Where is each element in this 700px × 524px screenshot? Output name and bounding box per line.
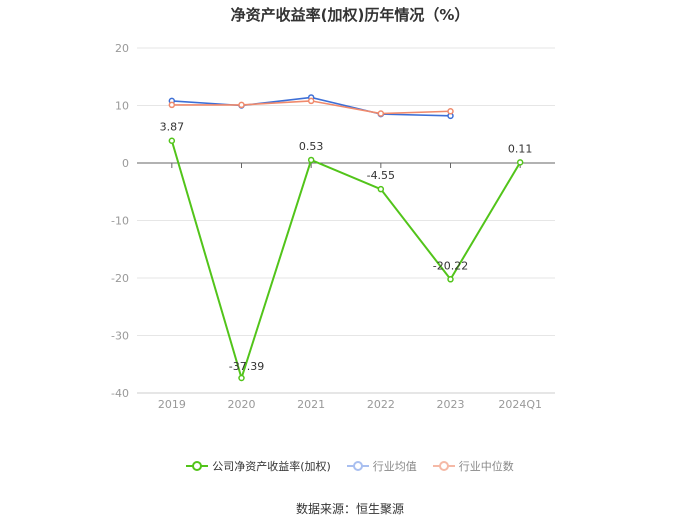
y-tick-label: -10 — [111, 215, 129, 228]
x-tick-label: 2020 — [228, 398, 256, 411]
legend: 公司净资产收益率(加权) 行业均值 行业中位数 — [0, 458, 700, 474]
x-tick-label: 2021 — [297, 398, 325, 411]
legend-line-icon — [432, 461, 455, 471]
line-chart: 20 10 0 -10 -20 -30 -40 2019 2020 2021 2022 2023 202… — [111, 42, 555, 411]
x-tick-label: 2024Q1 — [498, 398, 542, 411]
legend-line-icon — [346, 461, 369, 471]
legend-label-industry-avg: 行业均值 — [372, 460, 417, 473]
data-point — [238, 101, 245, 109]
data-point — [238, 374, 245, 382]
data-label: -4.55 — [367, 169, 395, 182]
x-tick-label: 2022 — [367, 398, 395, 411]
legend-item-industry-median[interactable]: 行业中位数 — [432, 458, 514, 474]
data-label: 3.87 — [160, 121, 185, 134]
y-tick-label: 20 — [115, 42, 129, 55]
data-labels: 3.87 -37.39 0.53 -4.55 -20.22 0.11 — [160, 121, 533, 373]
axes: 20 10 0 -10 -20 -30 -40 2019 2020 2021 2022 2023 202… — [111, 42, 555, 411]
data-point — [377, 185, 385, 193]
legend-line-icon — [186, 461, 209, 471]
data-point — [447, 276, 454, 283]
legend-label-industry-median: 行业中位数 — [458, 460, 514, 473]
legend-label-company: 公司净资产收益率(加权) — [212, 460, 331, 473]
x-tick-label: 2023 — [437, 398, 465, 411]
data-point — [447, 108, 454, 115]
y-tick-label: -30 — [111, 330, 129, 343]
y-tick-label: -40 — [111, 387, 129, 400]
data-point — [168, 137, 176, 144]
y-tick-label: 0 — [122, 157, 129, 170]
data-label: 0.11 — [508, 142, 533, 155]
data-label: -37.39 — [229, 360, 264, 373]
data-point — [168, 101, 176, 109]
data-point — [377, 110, 385, 117]
data-label: 0.53 — [299, 140, 324, 153]
data-point — [307, 156, 315, 164]
series-line-company — [170, 140, 522, 382]
data-label: -20.22 — [433, 259, 468, 272]
series-layer — [168, 94, 524, 382]
x-tick-label: 2019 — [158, 398, 186, 411]
data-point — [307, 97, 315, 105]
y-tick-label: 10 — [115, 100, 129, 113]
data-point — [516, 159, 524, 166]
legend-item-industry-avg[interactable]: 行业均值 — [346, 458, 417, 474]
legend-item-company[interactable]: 公司净资产收益率(加权) — [186, 458, 331, 474]
y-tick-label: -20 — [111, 272, 129, 285]
chart-title: 净资产收益率(加权)历年情况（%） — [230, 6, 470, 24]
source-note: 数据来源：恒生聚源 — [295, 502, 404, 516]
grid-lines — [137, 47, 555, 394]
